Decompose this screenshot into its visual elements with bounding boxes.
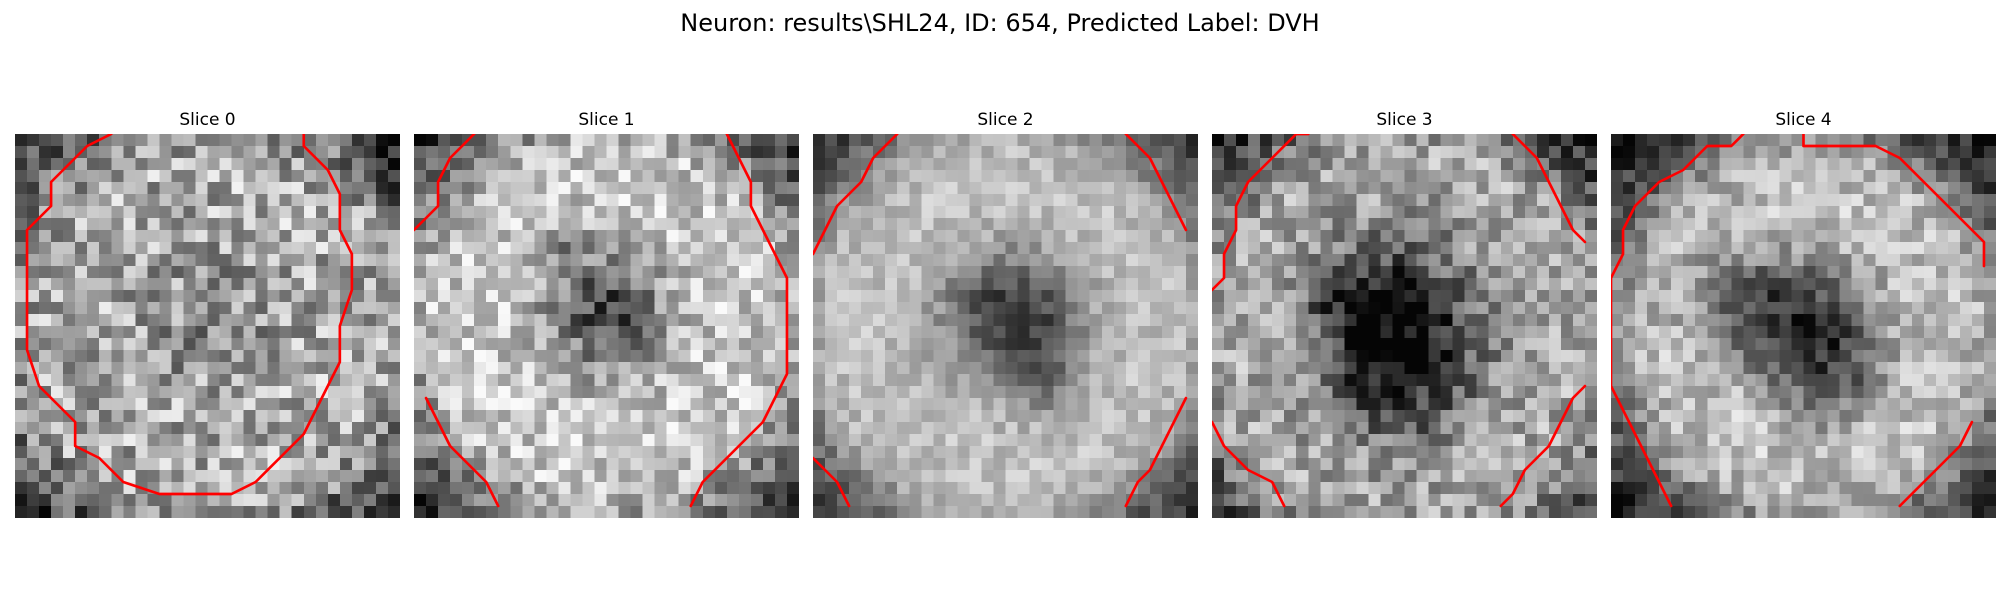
roi-contour <box>1802 134 1986 268</box>
slice-contour-overlay-4 <box>1611 134 1986 508</box>
roi-contour <box>414 134 476 232</box>
roi-contour <box>1499 384 1587 508</box>
roi-contour <box>813 456 851 508</box>
slice-title-3: Slice 3 <box>1376 110 1433 130</box>
roi-contour <box>25 134 354 496</box>
slice-title-2: Slice 2 <box>977 110 1034 130</box>
slice-contour-overlay-0 <box>25 134 354 496</box>
roi-contour <box>1511 134 1587 244</box>
roi-contour <box>424 396 500 508</box>
slice-image-0 <box>15 134 400 518</box>
slice-title-0: Slice 0 <box>179 110 236 130</box>
roi-contour <box>1611 134 1745 508</box>
slice-image-3 <box>1212 134 1597 518</box>
roi-contour <box>813 134 899 256</box>
roi-contour <box>1124 134 1188 232</box>
slice-contour-overlay-3 <box>1212 134 1587 508</box>
slice-panel-3: Slice 3 <box>1212 108 1597 518</box>
slice-contour-overlay-1 <box>414 134 789 508</box>
slice-contour-overlay-2 <box>813 134 1188 508</box>
roi-contour <box>1898 420 1974 508</box>
slice-image-1 <box>414 134 799 518</box>
slice-title-1: Slice 1 <box>578 110 635 130</box>
slice-panel-4: Slice 4 <box>1611 108 1996 518</box>
slice-panel-1: Slice 1 <box>414 108 799 518</box>
roi-contour <box>1212 134 1310 292</box>
slice-title-4: Slice 4 <box>1775 110 1832 130</box>
roi-contour <box>1124 396 1188 508</box>
slice-panel-0: Slice 0 <box>15 108 400 518</box>
slice-panel-2: Slice 2 <box>813 108 1198 518</box>
roi-contour <box>689 134 789 508</box>
slice-image-2 <box>813 134 1198 518</box>
roi-contour <box>1212 420 1286 508</box>
slice-image-4 <box>1611 134 1996 518</box>
figure-title: Neuron: results\SHL24, ID: 654, Predicte… <box>680 9 1320 37</box>
